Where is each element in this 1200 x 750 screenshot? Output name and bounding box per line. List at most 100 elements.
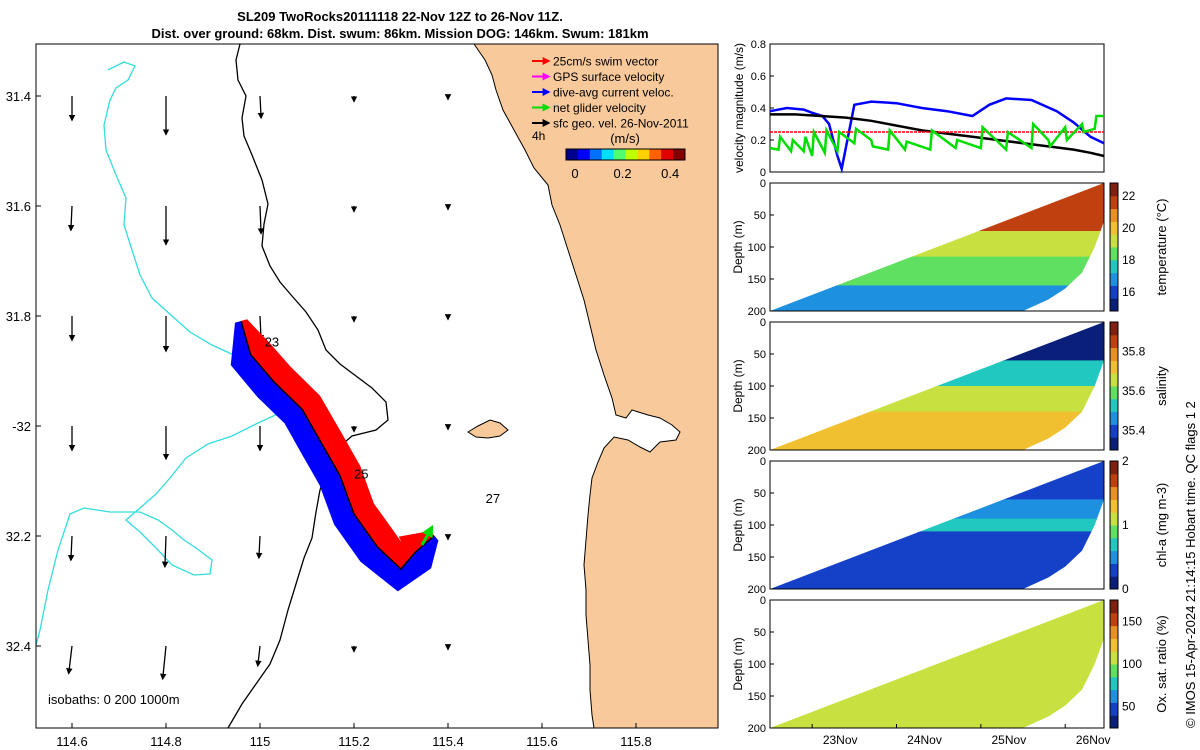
temperature-panel: 0 50 100 150 200 Depth (m) 16 18 20 22 temperature… bbox=[731, 178, 1169, 318]
chl-a-colorbar-segment-7 bbox=[1110, 486, 1118, 500]
oxygen-ytick-label-1: 50 bbox=[754, 627, 766, 639]
chl-a-layer-3 bbox=[770, 531, 1104, 589]
salinity-colorbar-segment-6 bbox=[1110, 360, 1118, 374]
chl-a-colorbar-segment-2 bbox=[1110, 550, 1118, 564]
speed-colorbar-tick-1: 0.2 bbox=[614, 166, 632, 181]
velocity-series-1 bbox=[770, 113, 1105, 158]
oxygen-colorbar-tick-2: 150 bbox=[1122, 614, 1142, 628]
temperature-colorbar-segment-3 bbox=[1110, 259, 1118, 274]
oxygen-colorbar-segment-9 bbox=[1110, 600, 1118, 614]
temperature-field bbox=[770, 183, 1104, 311]
chl-a-colorbar-tick-0: 0 bbox=[1122, 582, 1129, 596]
land-mass bbox=[473, 44, 718, 728]
oxygen-colorbar-segment-6 bbox=[1110, 638, 1118, 652]
geostrophic-arrow-2 bbox=[257, 95, 265, 120]
chl-a-ytick-label-3: 150 bbox=[748, 552, 766, 564]
geostrophic-arrow-21 bbox=[161, 535, 169, 569]
temperature-ylabel: Depth (m) bbox=[731, 220, 745, 273]
net-velocity-arrow bbox=[420, 524, 434, 546]
temperature-colorbar-segment-6 bbox=[1110, 221, 1118, 235]
speed-colorbar-frame bbox=[565, 148, 686, 161]
chl-a-colorbar-segment-0 bbox=[1110, 576, 1118, 590]
chl-a-layer-0 bbox=[770, 461, 1104, 501]
legend-label-4: sfc geo. vel. 26-Nov-2011 bbox=[553, 117, 689, 131]
oxygen-colorbar-segment-4 bbox=[1110, 664, 1118, 678]
oxygen-colorbar-frame bbox=[1109, 599, 1119, 729]
temperature-ytick-label-0: 0 bbox=[760, 178, 766, 190]
isobath-200m bbox=[227, 44, 389, 728]
salinity-colorbar-segment-9 bbox=[1110, 322, 1118, 336]
oxygen-layer-0 bbox=[770, 600, 1104, 728]
temperature-colorbar: 16 18 20 22 temperature (°C) bbox=[1109, 182, 1169, 312]
temperature-ytick-label-1: 50 bbox=[754, 210, 766, 222]
salinity-field bbox=[770, 322, 1104, 450]
speed-colorbar: (m/s) 0 0.2 0.4 bbox=[565, 131, 686, 181]
time-xtick-label-2: 25Nov bbox=[992, 733, 1027, 747]
map-xtick-label-4: 115.4 bbox=[432, 734, 464, 749]
chl-a-ytick-label-4: 200 bbox=[748, 584, 766, 596]
velocity-ytick-label-3: 0.6 bbox=[751, 71, 766, 83]
chl-a-colorbar-frame bbox=[1109, 460, 1119, 590]
isobath-1000m bbox=[36, 61, 316, 646]
oxygen-colorbar-segment-7 bbox=[1110, 625, 1118, 639]
geostrophic-arrow-7 bbox=[257, 205, 265, 235]
chl-a-colorbar-label: chl-a (mg m-3) bbox=[1154, 483, 1169, 568]
temperature-colorbar-segment-0 bbox=[1110, 298, 1118, 312]
velocity-ytick-label-1: 0.2 bbox=[751, 135, 766, 147]
salinity-colorbar-segment-1 bbox=[1110, 424, 1118, 438]
speed-colorbar-segment-7 bbox=[649, 149, 662, 160]
speed-colorbar-tick-2: 0.4 bbox=[661, 166, 679, 181]
temperature-colorbar-tick-2: 20 bbox=[1122, 221, 1136, 235]
map-xtick-label-3: 115.2 bbox=[338, 734, 370, 749]
map-xtick-label-1: 114.8 bbox=[150, 734, 182, 749]
speed-colorbar-title: (m/s) bbox=[610, 131, 640, 146]
oxygen-colorbar: 50 100 150 Ox. sat. ratio (%) bbox=[1109, 599, 1169, 729]
salinity-layer-3 bbox=[770, 411, 1104, 450]
temperature-colorbar-segment-2 bbox=[1110, 272, 1118, 286]
salinity-ylabel: Depth (m) bbox=[731, 359, 745, 412]
speed-colorbar-segment-4 bbox=[613, 149, 626, 160]
chl-a-ytick-label-1: 50 bbox=[754, 488, 766, 500]
glider-track-map: 23 25 27 isobaths: 0 200 1000m 114.6 114.8 115… bbox=[6, 43, 719, 749]
oxygen-colorbar-tick-0: 50 bbox=[1122, 700, 1136, 714]
day-label-2: 27 bbox=[486, 491, 500, 506]
temperature-colorbar-tick-0: 16 bbox=[1122, 285, 1136, 299]
salinity-layer-2 bbox=[770, 386, 1104, 413]
velocity-series-3 bbox=[769, 114, 1104, 158]
chl-a-colorbar-tick-2: 2 bbox=[1122, 454, 1129, 468]
temperature-colorbar-segment-4 bbox=[1110, 247, 1118, 261]
map-xtick-label-0: 114.6 bbox=[56, 734, 88, 749]
salinity-colorbar-label: salinity bbox=[1154, 366, 1169, 406]
imos-credit-label: © IMOS 15-Apr-2024 21:14:15 Hobart time.… bbox=[1183, 401, 1198, 728]
salinity-ytick-label-0: 0 bbox=[760, 317, 766, 329]
time-xtick-label-0: 23Nov bbox=[823, 733, 858, 747]
chl-a-layer-2 bbox=[770, 518, 1104, 533]
legend-label-2: dive-avg current veloc. bbox=[553, 86, 674, 100]
oxygen-colorbar-segment-3 bbox=[1110, 676, 1118, 691]
map-xtick-label-6: 115.8 bbox=[620, 734, 652, 749]
geostrophic-arrow-25 bbox=[66, 645, 73, 675]
oxygen-ytick-label-4: 200 bbox=[748, 723, 766, 735]
chl-a-colorbar-segment-8 bbox=[1110, 473, 1118, 488]
speed-colorbar-segment-1 bbox=[577, 149, 591, 160]
chl-a-panel: 0 50 100 150 200 Depth (m) 0 1 2 chl-a (mg m-3) bbox=[731, 454, 1169, 596]
oxygen-ytick-label-3: 150 bbox=[748, 691, 766, 703]
map-ytick-label-1: 31.6 bbox=[6, 199, 31, 214]
velocity-ytick-label-0: 0 bbox=[760, 167, 766, 179]
velocity-series-0 bbox=[769, 97, 1105, 174]
geostrophic-arrow-20 bbox=[67, 535, 75, 562]
day-label-0: 23 bbox=[265, 334, 279, 349]
island bbox=[467, 419, 509, 439]
temperature-colorbar-segment-9 bbox=[1110, 183, 1118, 197]
temperature-colorbar-frame bbox=[1109, 182, 1119, 312]
speed-colorbar-tick-0: 0 bbox=[571, 166, 578, 181]
map-ytick-label-4: 32.2 bbox=[6, 529, 31, 544]
temperature-layer-0 bbox=[770, 183, 1104, 232]
map-xtick-label-5: 115.6 bbox=[526, 734, 558, 749]
temperature-layer-3 bbox=[770, 285, 1104, 311]
salinity-colorbar-segment-8 bbox=[1110, 334, 1118, 349]
oxygen-colorbar-segment-5 bbox=[1110, 651, 1118, 665]
salinity-ytick-label-4: 200 bbox=[748, 445, 766, 457]
temperature-ytick-label-4: 200 bbox=[748, 306, 766, 318]
